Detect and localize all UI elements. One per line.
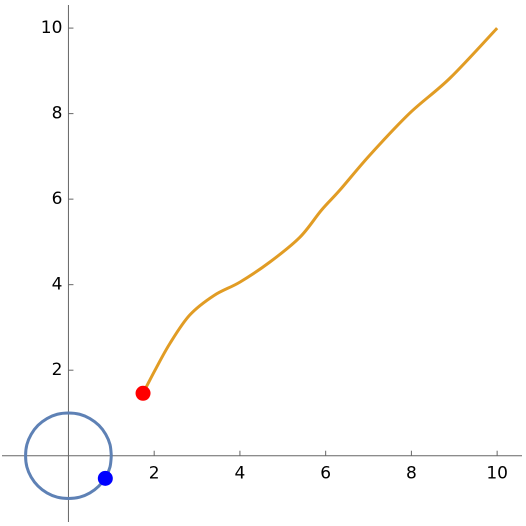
curve bbox=[24, 411, 113, 500]
y-tick-label: 10 bbox=[41, 18, 63, 38]
x-tick-label: 8 bbox=[406, 464, 417, 484]
y-tick-label: 2 bbox=[52, 360, 63, 380]
point bbox=[97, 470, 113, 486]
y-tick-label: 4 bbox=[52, 275, 63, 295]
y-tick-label: 6 bbox=[52, 189, 63, 209]
point bbox=[135, 385, 151, 401]
x-tick-label: 10 bbox=[486, 464, 508, 484]
curve bbox=[141, 27, 499, 394]
x-tick-label: 4 bbox=[235, 464, 246, 484]
x-tick-label: 6 bbox=[320, 464, 331, 484]
y-tick-label: 8 bbox=[52, 104, 63, 124]
x-tick-label: 2 bbox=[149, 464, 160, 484]
